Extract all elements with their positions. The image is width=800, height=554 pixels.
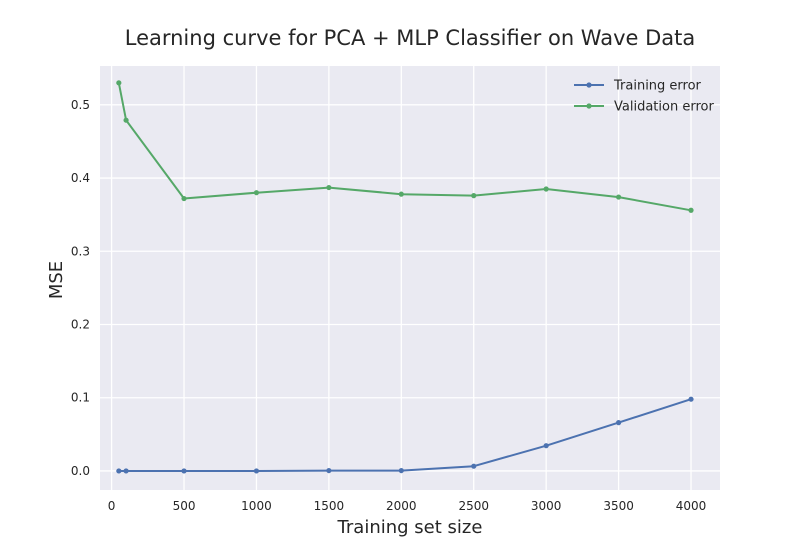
data-point <box>181 195 187 202</box>
x-tick-label: 4000 <box>676 499 707 513</box>
x-tick-label: 2000 <box>386 499 417 513</box>
x-axis-ticks: 0 500 1000 1500 2000 2500 3000 3500 4000 <box>108 499 707 513</box>
x-tick-label: 2500 <box>458 499 489 513</box>
legend-marker <box>586 82 592 88</box>
data-point <box>398 191 404 197</box>
y-tick-label: 0.4 <box>71 171 90 185</box>
data-point <box>471 463 477 469</box>
data-point <box>398 467 404 474</box>
y-axis-ticks: 0.0 0.1 0.2 0.3 0.4 0.5 <box>71 98 90 478</box>
data-point <box>688 207 694 213</box>
series-line-1 <box>117 398 692 472</box>
data-point <box>688 396 694 402</box>
data-point <box>116 468 122 474</box>
x-tick-label: 0 <box>108 499 116 513</box>
grid-lines <box>100 66 720 490</box>
legend-label: Validation error <box>614 100 714 115</box>
x-tick-label: 1500 <box>314 499 345 513</box>
x-tick-label: 1000 <box>241 499 272 513</box>
data-point <box>543 186 549 192</box>
data-point <box>615 420 622 426</box>
y-tick-label: 0.0 <box>71 464 90 478</box>
series-line-2 <box>117 81 692 212</box>
x-tick-label: 3500 <box>603 499 634 513</box>
data-point <box>181 468 187 474</box>
y-axis-label: MSE <box>46 261 67 299</box>
data-point <box>253 468 260 474</box>
data-point <box>326 467 332 474</box>
data-point <box>615 194 622 200</box>
series-layer <box>116 80 694 474</box>
x-tick-label: 500 <box>173 499 196 513</box>
x-axis-label: Training set size <box>337 517 483 538</box>
y-tick-label: 0.5 <box>71 98 90 112</box>
y-tick-label: 0.1 <box>71 391 90 405</box>
chart-title: Learning curve for PCA + MLP Classifier … <box>125 26 696 50</box>
data-point <box>123 468 129 474</box>
data-point <box>471 193 477 199</box>
plot-area <box>100 66 720 490</box>
y-tick-label: 0.2 <box>71 318 90 332</box>
legend-marker <box>586 103 592 109</box>
data-point <box>326 184 332 191</box>
data-point <box>123 117 129 123</box>
x-tick-label: 3000 <box>531 499 562 513</box>
legend-label: Training error <box>613 79 702 94</box>
data-point <box>543 443 549 449</box>
y-tick-label: 0.3 <box>71 244 90 258</box>
legend: Training error Validation error <box>574 79 714 115</box>
data-point <box>253 190 260 196</box>
data-point <box>116 80 122 86</box>
